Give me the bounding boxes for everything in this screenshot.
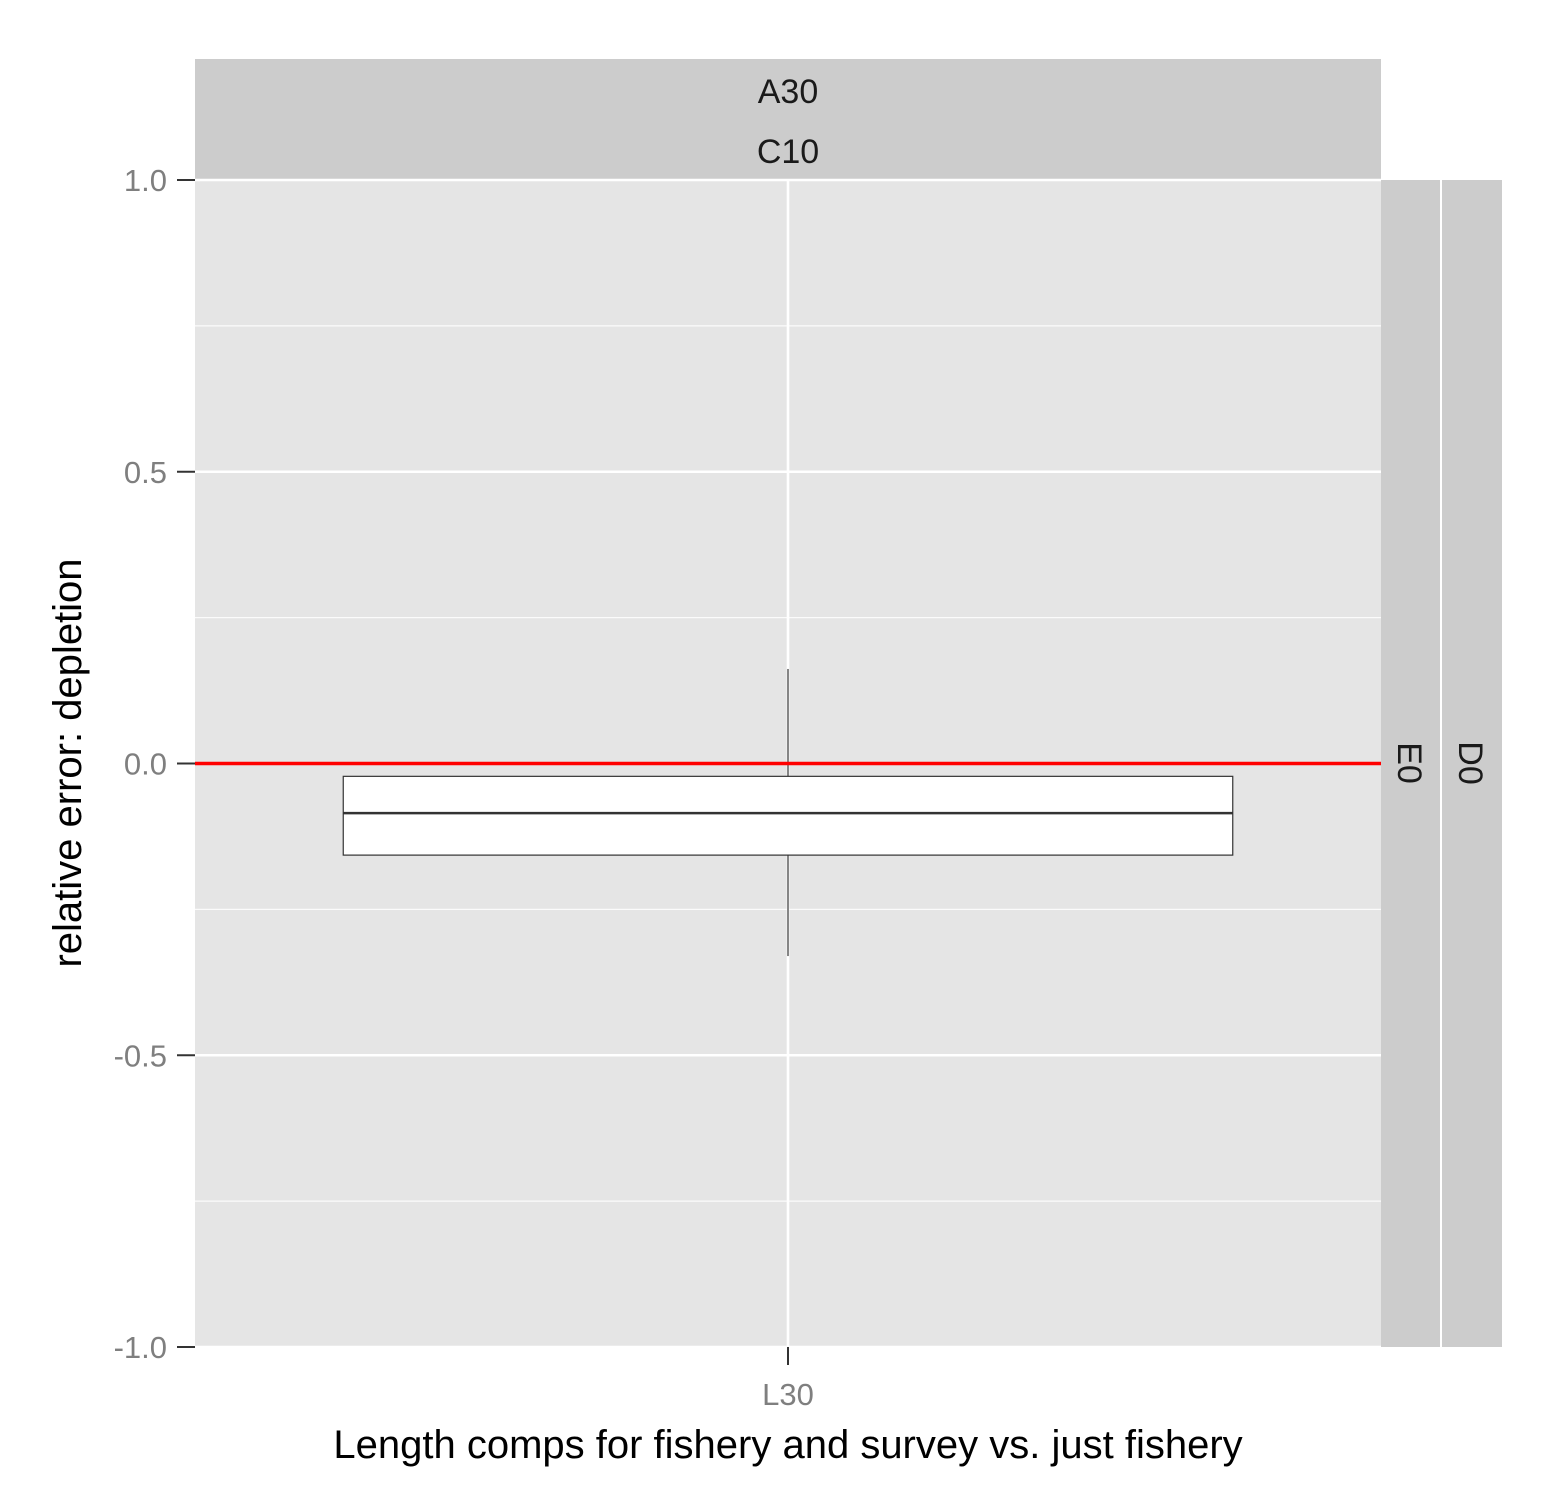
- top-strip-label-1: A30: [758, 73, 819, 111]
- top-strip-label-2: C10: [757, 133, 819, 171]
- y-tick-label-3: -0.5: [114, 1038, 167, 1073]
- right-strip-label-1: E0: [1390, 742, 1428, 784]
- x-tick-label-0: L30: [762, 1377, 814, 1412]
- x-axis: L30: [762, 1347, 814, 1412]
- y-tick-label-4: -1.0: [114, 1330, 167, 1365]
- boxes-layer: [342, 668, 1234, 957]
- top-strip-background: [195, 59, 1381, 180]
- y-tick-label-1: 0.5: [124, 455, 167, 490]
- y-axis: 1.0 0.5 0.0 -0.5 -1.0: [114, 163, 195, 1365]
- right-strip-background-1: [1381, 180, 1440, 1347]
- right-strip-label-2: D0: [1451, 741, 1489, 784]
- y-tick-label-0: 1.0: [124, 163, 167, 198]
- x-axis-title: Length comps for fishery and survey vs. …: [333, 1423, 1242, 1467]
- y-tick-label-2: 0.0: [124, 747, 167, 782]
- y-axis-title: relative error: depletion: [46, 558, 90, 967]
- box-iqr: [342, 775, 1234, 856]
- right-strip-background-2: [1442, 180, 1502, 1347]
